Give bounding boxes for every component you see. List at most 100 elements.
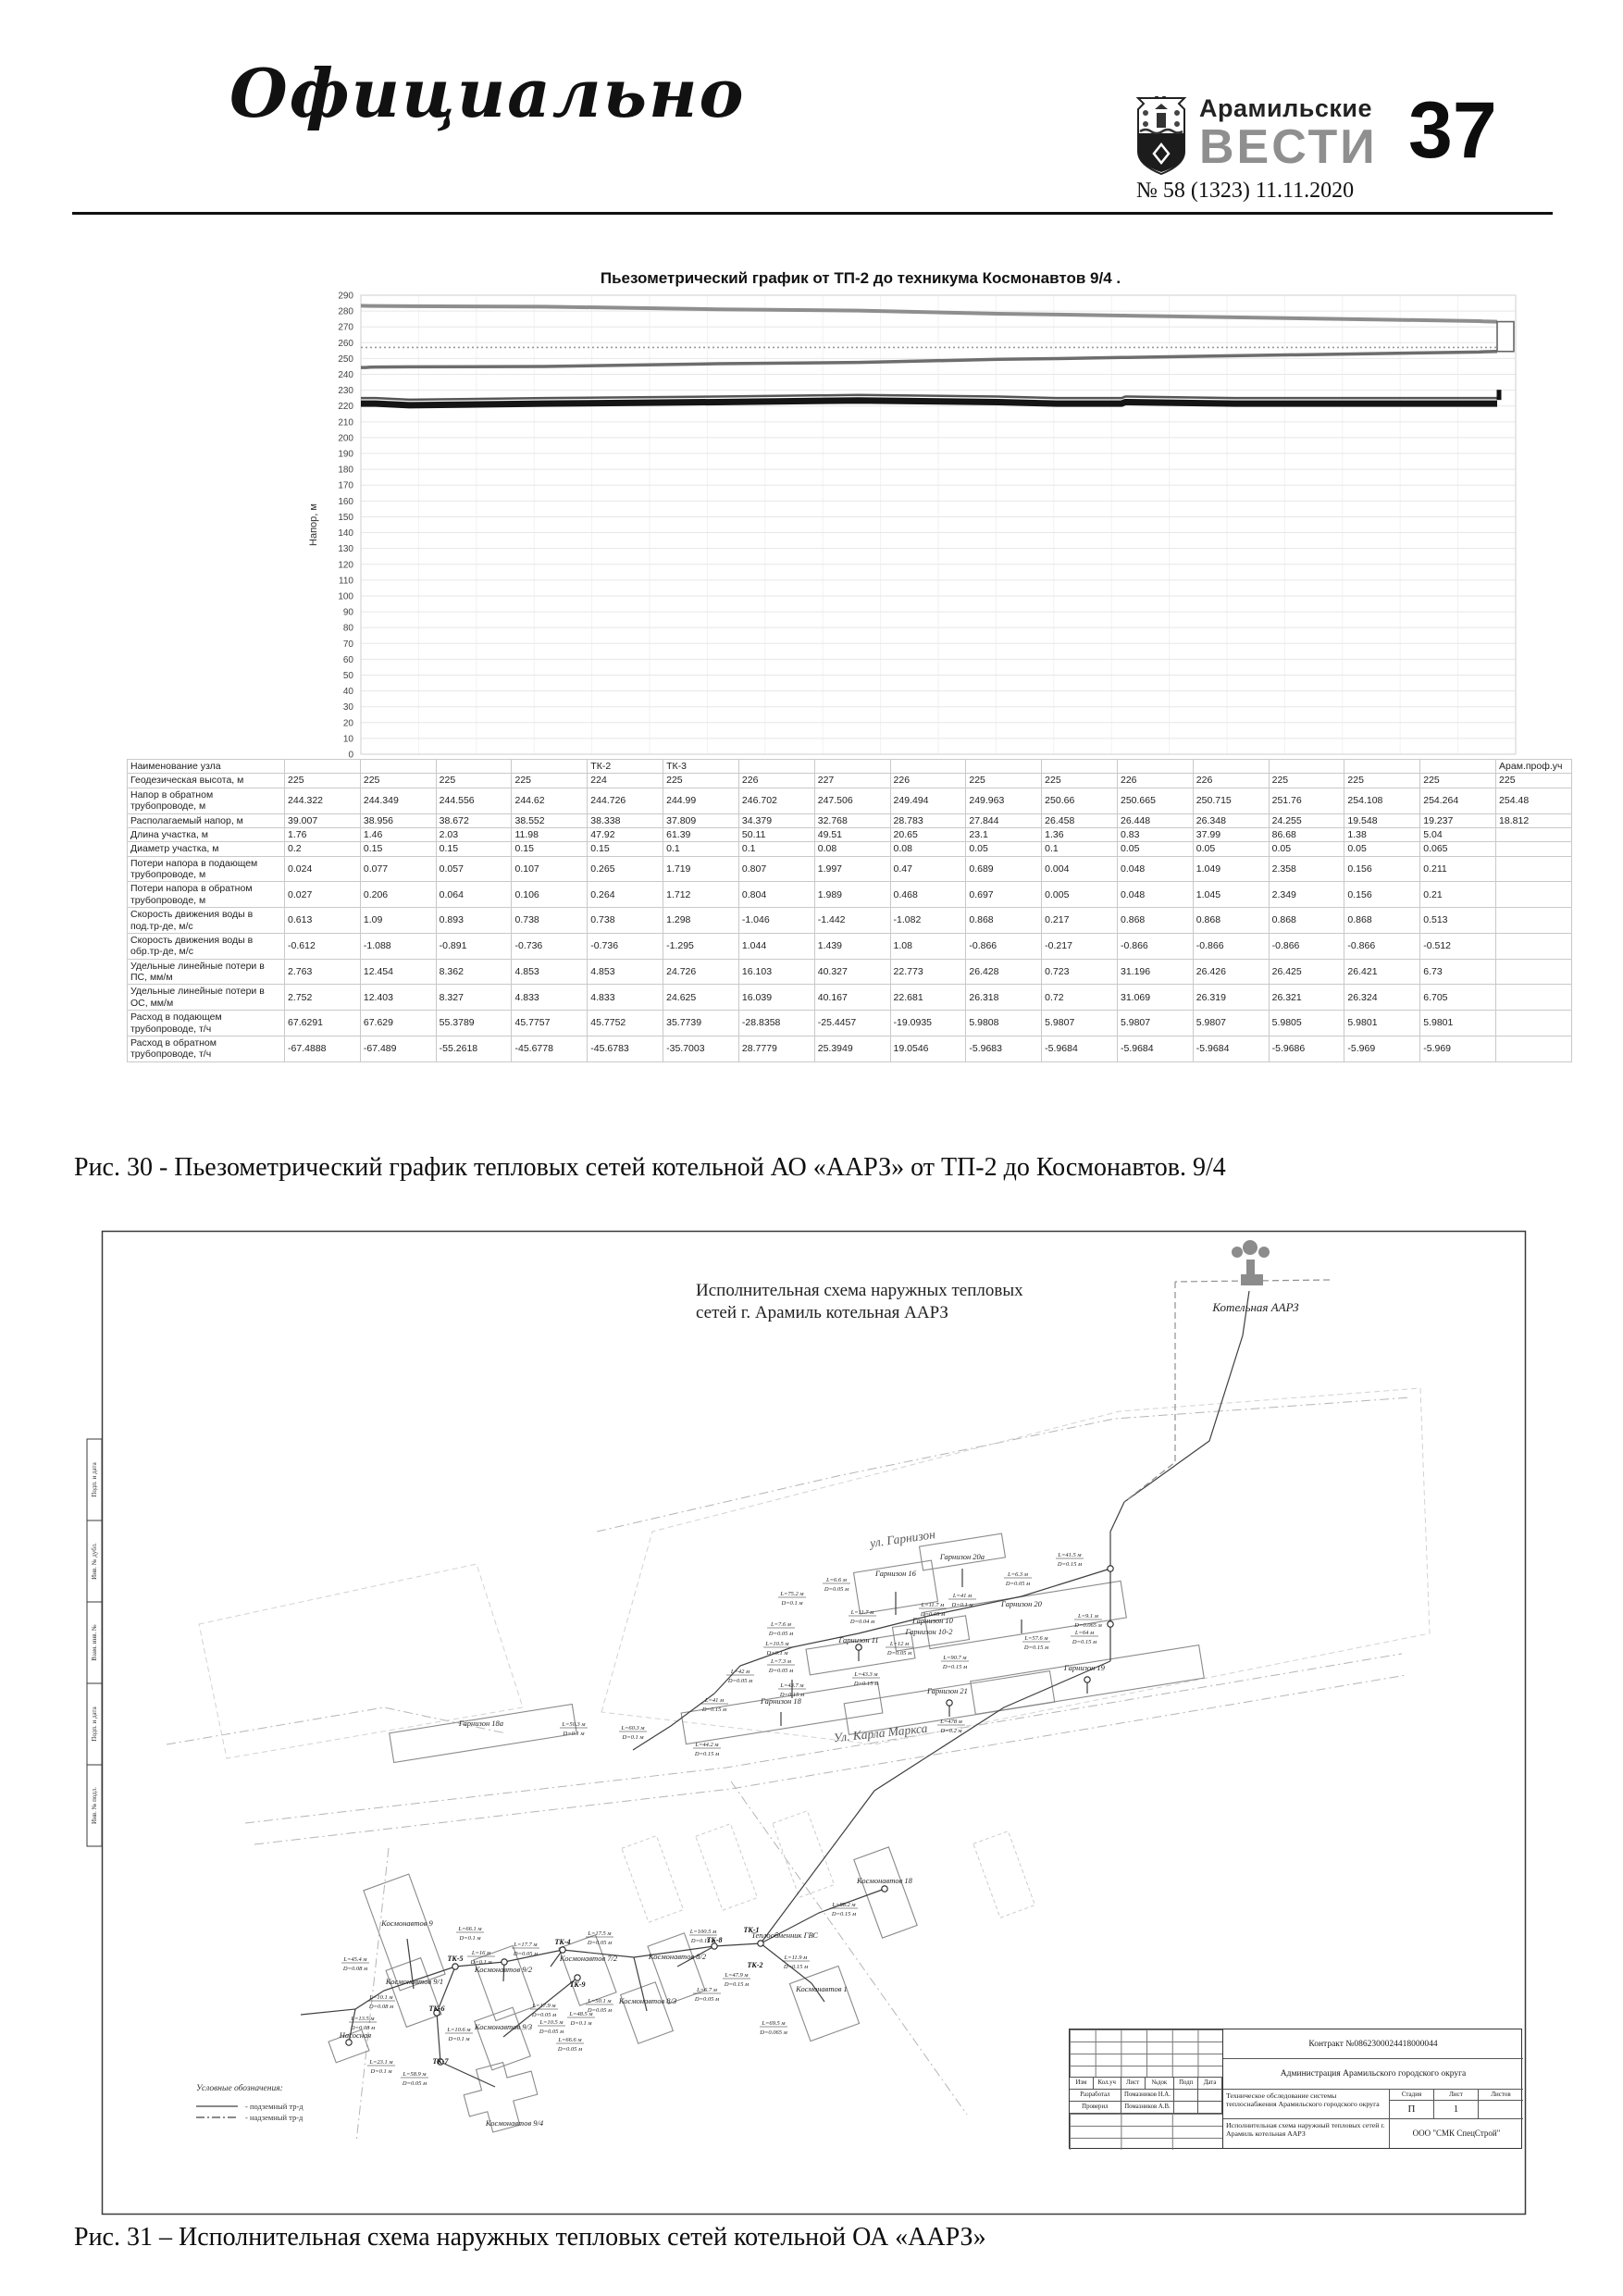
pipe-underground [502,1977,578,2038]
table-cell: -1.295 [663,932,739,960]
svg-text:D=0.15 м: D=0.15 м [853,1681,878,1687]
segment-label: L=11.7 м D=0.04 м [849,1609,876,1625]
table-cell [1495,855,1572,883]
table-cell: 2.349 [1268,881,1345,909]
piezometric-chart: 0 10 20 30 40 50 60 70 80 90 100 110 120 130 140 150 160… [308,292,1517,761]
building-label: Гарнизон 10 [911,1616,954,1625]
svg-text:L=6.3 м: L=6.3 м [1007,1571,1028,1578]
network-node [711,1942,718,1950]
building-outline [788,1965,861,2042]
network-node [433,2009,440,2017]
svg-text:L=43.3 м: L=43.3 м [853,1671,877,1678]
svg-text:D=0.1 м: D=0.1 м [622,1734,644,1741]
table-cell: 0.689 [965,855,1043,883]
svg-text:D=0.05 м: D=0.05 м [557,2046,582,2053]
segment-label: L=48.5 м D=0.1 м [567,2011,595,2027]
building-outline [474,2006,531,2071]
building-outline [852,1559,939,1615]
pipe-underground [760,1660,1111,1944]
table-cell: 1.439 [813,932,891,960]
table-cell: 25.3949 [813,1035,891,1062]
header-divider [72,212,1553,215]
svg-text:D=0.15 м: D=0.15 м [942,1664,967,1670]
table-cell: 225 [511,773,588,788]
building-outline-dashed [973,1831,1036,1918]
table-row: Наименование узла ТК-2 ТК-3 Арам.проф.уч [126,758,1572,775]
table-cell [1041,758,1118,775]
table-cell: -0.612 [284,932,361,960]
table-cell: 2.358 [1268,855,1345,883]
node-label: ТК-8 [707,1936,723,1944]
network-node [855,1644,862,1651]
segment-label: L=10.5 м D=0.1 м [763,1641,791,1657]
table-cell [1495,826,1572,843]
revision-table: Изм Кол.уч Лист №док Подп Дата Разработа… [1070,2029,1223,2150]
table-cell: 24.625 [663,984,739,1011]
table-cell [965,758,1043,775]
table-cell: 2.752 [284,984,361,1011]
company-name: ООО "СМК СпецСтрой" [1412,2128,1501,2139]
network-node [452,1963,459,1970]
svg-text:D=0.05 м: D=0.05 м [727,1678,752,1684]
table-cell: 225 [1344,773,1421,788]
table-cell: -1.046 [737,907,815,934]
node-label: ТК-1 [744,1926,760,1934]
pipe-underground [633,1956,648,2012]
table-cell: 38.338 [587,813,664,828]
segment-label: L=43.3 м D=0.15 м [852,1671,880,1687]
building-outline-cross [463,2061,539,2133]
table-row: Удельные линейные потери в ПС, мм/м 2.763… [126,958,1572,986]
table-cell [737,758,815,775]
table-cell [284,758,361,775]
row-label: Скорость движения воды в под.тр-де, м/с [126,907,286,934]
table-cell: 0.1 [737,841,815,857]
y-tick-label: 90 [343,608,354,618]
network-node [1107,1620,1114,1628]
svg-text:L=60.3 м: L=60.3 м [620,1725,644,1731]
svg-text:L=41 м: L=41 м [704,1697,724,1704]
segment-label: L=12 м D=0.05 м [886,1641,913,1657]
table-cell: -45.6783 [587,1035,664,1062]
table-row: Удельные линейные потери в ОС, мм/м 2.752… [126,984,1572,1011]
table-cell [1192,758,1270,775]
y-tick-label: 20 [343,718,354,728]
segment-label: L=43.7 м D=0.15 м [778,1682,806,1698]
table-cell: 4.853 [511,958,588,986]
boiler-house-icon [1232,1240,1270,1285]
table-cell: 0.004 [1041,855,1118,883]
svg-text:L=90.7 м: L=90.7 м [942,1655,966,1661]
table-cell: 26.319 [1192,984,1270,1011]
block-outline [601,1387,1431,1745]
network-node [757,1940,764,1947]
table-cell: 251.76 [1268,787,1345,814]
table-cell: 254.264 [1419,787,1497,814]
table-cell: 1.719 [663,855,739,883]
table-cell: 0.107 [511,855,588,883]
table-cell: 5.9801 [1419,1010,1497,1036]
svg-text:D=0.15 м: D=0.15 м [724,1981,749,1988]
y-tick-label: 110 [339,576,353,586]
table-cell [511,758,588,775]
table-cell: 0.027 [284,881,361,909]
y-tick-label: 200 [338,433,353,443]
table-cell [1495,958,1572,986]
col-ndok: №док [1145,2078,1175,2090]
y-tick-label: 30 [343,702,354,713]
y-tick-label: 270 [338,323,353,333]
row-label: Удельные линейные потери в ПС, мм/м [126,958,286,986]
svg-text:D=0.04 м: D=0.04 м [849,1619,874,1625]
table-row: Расход в обратном трубопроводе, т/ч -67.4… [126,1035,1572,1062]
table-cell: 0.05 [1344,841,1421,857]
table-cell: 0.738 [511,907,588,934]
pipe-underground [440,2061,496,2088]
table-cell: 0.868 [965,907,1043,934]
building-label: Гарнизон 20а [939,1552,985,1561]
segment-label: L=478 м D=0.2 м [937,1719,965,1734]
sheet-label: Лист [1434,2089,1479,2100]
node-label: ТК-5 [448,1955,464,1963]
table-cell [1495,841,1572,857]
table-cell: Арам.проф.уч [1495,758,1572,775]
table-cell: 249.494 [889,787,967,814]
svg-text:D=0.15 м: D=0.15 м [701,1706,726,1713]
brand-subname: ВЕСТИ [1199,120,1378,174]
